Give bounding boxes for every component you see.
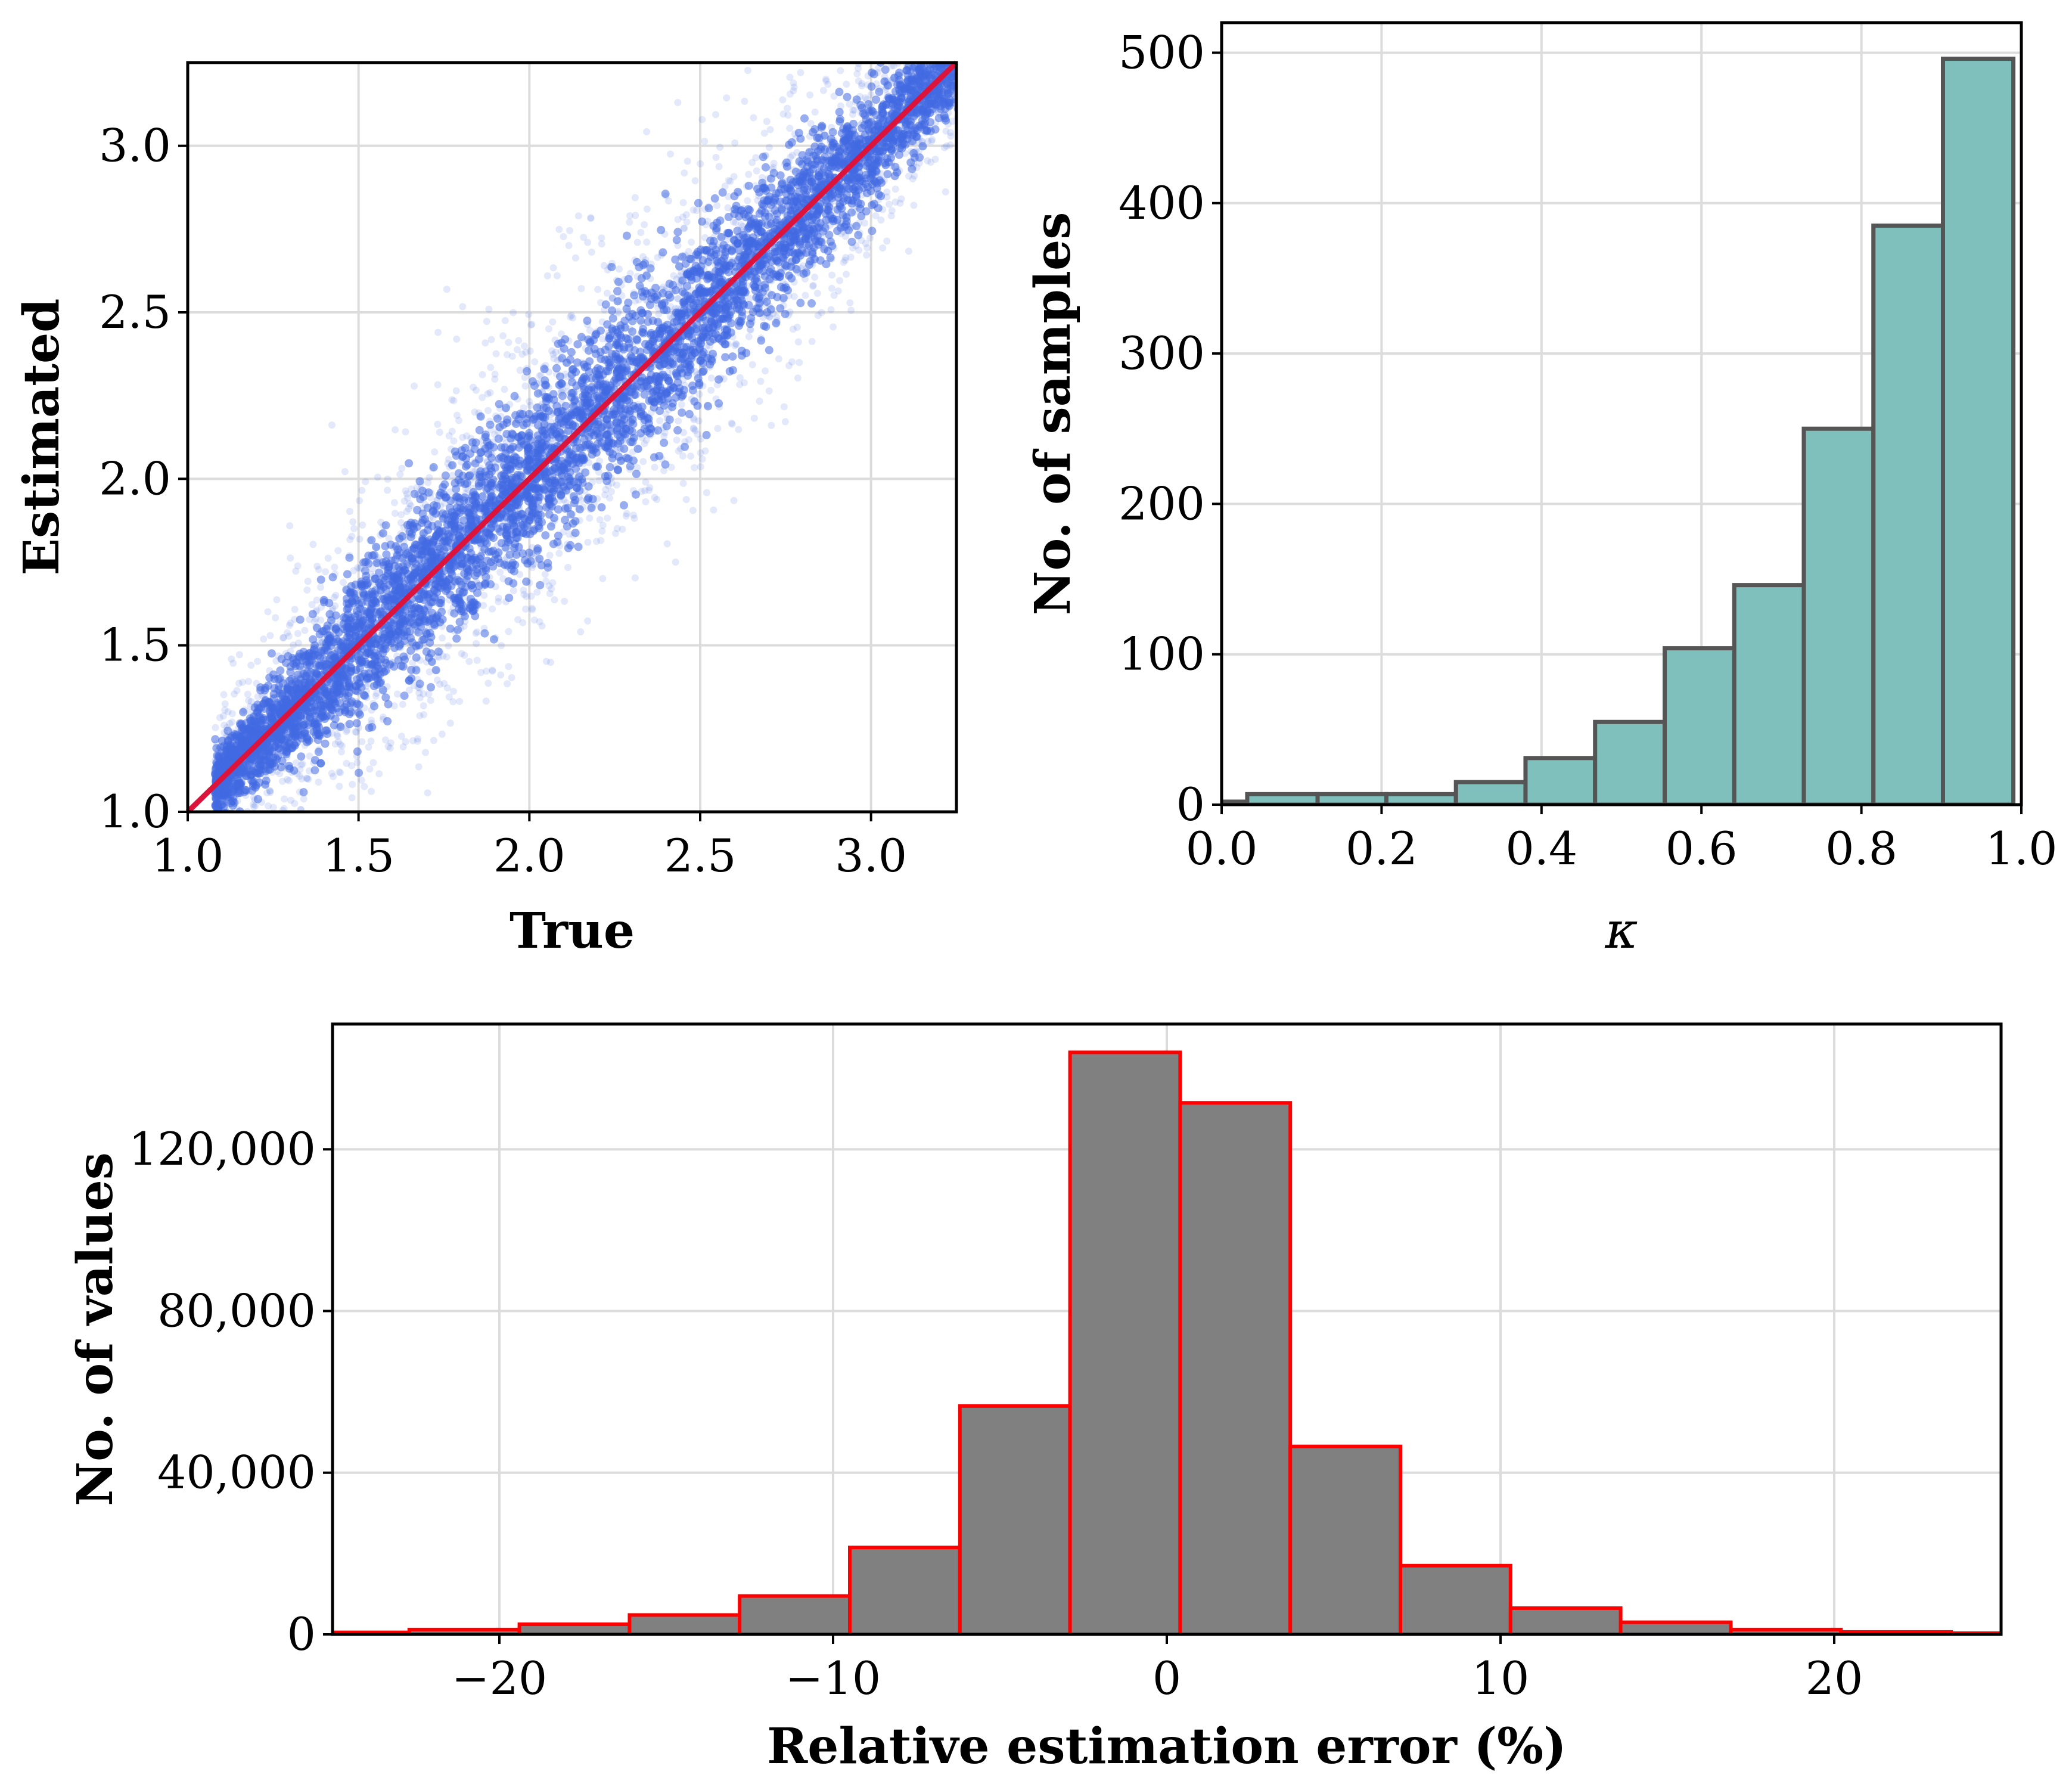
scatter-point (757, 336, 766, 345)
scatter-point (321, 739, 330, 748)
scatter-point (567, 348, 576, 356)
scatter-point (826, 253, 835, 262)
scatter-point (355, 768, 364, 777)
scatter-point (640, 390, 649, 399)
scatter-point (800, 114, 809, 123)
scatter-point (868, 227, 877, 235)
scatter-point (875, 88, 884, 97)
scatter-point (728, 352, 737, 361)
scatter-point (765, 192, 774, 201)
scatter-point (352, 596, 361, 604)
scatter-point (864, 100, 873, 108)
scatter-point (573, 340, 582, 349)
scatter-point (622, 231, 631, 240)
scatter-point (574, 542, 583, 551)
scatter-point (493, 414, 502, 423)
scatter-point (699, 287, 708, 296)
scatter-point (802, 190, 810, 199)
scatter-point (577, 376, 586, 385)
scatter-point (309, 635, 318, 644)
scatter-point (533, 403, 542, 412)
scatter-point (835, 88, 844, 97)
scatter-point (765, 252, 774, 261)
scatter-point (427, 683, 435, 691)
scatter-point (646, 343, 655, 352)
scatter-point (712, 308, 720, 317)
scatter-point (688, 381, 697, 390)
scatter-point (281, 658, 290, 667)
scatter-point (878, 102, 887, 111)
scatter-point (682, 282, 691, 291)
scatter-point (694, 198, 703, 207)
scatter-point (742, 349, 751, 358)
scatter-point (587, 445, 596, 454)
scatter-point (529, 526, 538, 535)
scatter-point (441, 471, 450, 480)
scatter-point (712, 224, 721, 232)
scatter-point (556, 372, 564, 381)
scatter-panel: 1.0 1.5 2.0 2.5 3.0 1.01.52.02.53.0 True Est… (13, 60, 959, 960)
scatter-point (490, 555, 499, 564)
scatter-point (725, 367, 734, 376)
scatter-point (345, 553, 354, 562)
scatter-point (857, 212, 866, 221)
scatter-point (781, 309, 790, 318)
scatter-point (297, 752, 306, 761)
scatter-point (620, 501, 628, 510)
scatter-point (883, 170, 892, 179)
scatter-point (660, 438, 669, 447)
scatter-point (635, 281, 644, 290)
scatter-point (693, 401, 702, 410)
scatter-point (461, 583, 470, 591)
scatter-point (785, 140, 794, 149)
scatter-point (760, 234, 769, 243)
scatter-point (762, 322, 771, 331)
scatter-point (843, 92, 852, 101)
scatter-point (452, 634, 461, 643)
scatter-point (424, 601, 433, 610)
scatter-point (458, 471, 467, 480)
scatter-point (835, 115, 844, 123)
scatter-point (796, 299, 805, 308)
scatter-point (411, 540, 420, 549)
scatter-point (431, 666, 440, 675)
scatter-point (316, 575, 325, 584)
scatter-point (276, 666, 285, 675)
scatter-point (211, 735, 220, 744)
scatter-point (372, 559, 381, 567)
scatter-point (405, 459, 414, 468)
scatter-point (631, 490, 640, 499)
scatter-point (854, 231, 863, 240)
scatter-point (381, 656, 390, 665)
scatter-point (598, 370, 607, 379)
scatter-point (668, 323, 677, 332)
scatter-point (744, 181, 753, 190)
scatter-point (761, 163, 770, 172)
scatter-points (210, 63, 956, 812)
scatter-point (379, 529, 387, 538)
scatter-point (716, 216, 725, 225)
scatter-point (541, 531, 550, 540)
scatter-point (597, 503, 606, 512)
scatter-point (710, 194, 719, 203)
scatter-point (459, 496, 468, 505)
scatter-point (440, 480, 449, 489)
scatter-point (415, 680, 424, 688)
scatter-point (678, 408, 686, 417)
scatter-point (671, 255, 680, 264)
scatter-point (371, 673, 380, 682)
scatter-point (636, 306, 645, 315)
scatter-point (807, 299, 816, 308)
scatter-point (451, 479, 459, 488)
scatter-point (446, 624, 455, 633)
scatter-point (359, 623, 368, 632)
scatter-point (267, 649, 276, 658)
